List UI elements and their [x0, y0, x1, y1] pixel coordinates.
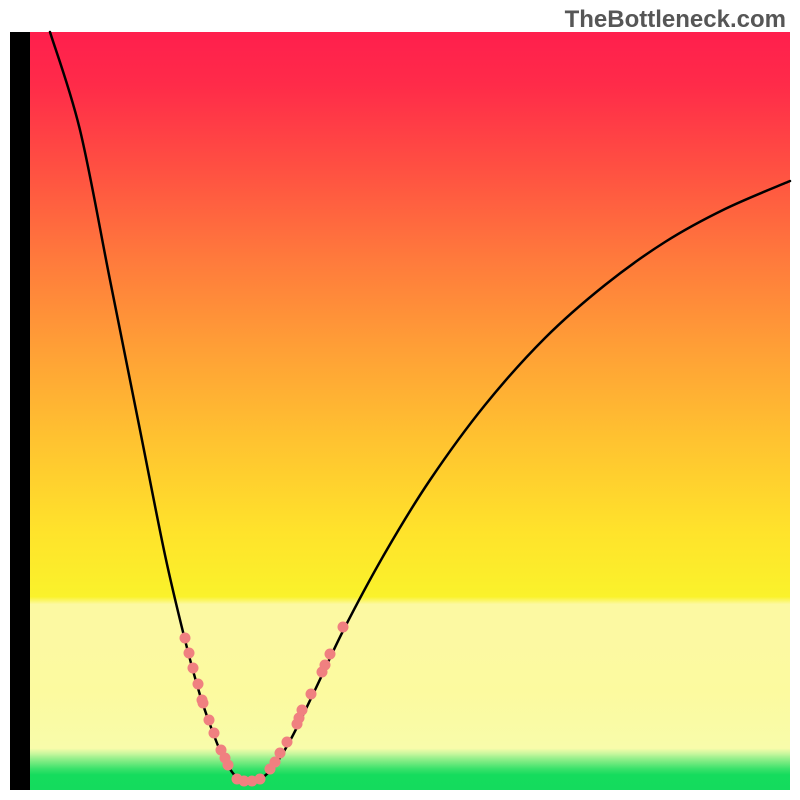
watermark-text: TheBottleneck.com [565, 6, 786, 34]
dot-marker [204, 715, 215, 726]
dot-marker [282, 737, 293, 748]
dot-marker [306, 689, 317, 700]
dot-marker [325, 649, 336, 660]
dot-marker [198, 698, 209, 709]
dot-marker [338, 622, 349, 633]
dot-marker [193, 679, 204, 690]
chart-svg [0, 0, 800, 800]
dot-marker [180, 633, 191, 644]
dot-marker [209, 728, 220, 739]
chart-container: TheBottleneck.com [0, 0, 800, 800]
dot-marker [223, 760, 234, 771]
dot-marker [188, 663, 199, 674]
plot-area [30, 32, 790, 790]
dot-marker [275, 748, 286, 759]
dot-marker [184, 648, 195, 659]
dot-marker [320, 660, 331, 671]
dot-marker [255, 774, 266, 785]
dot-marker [297, 705, 308, 716]
